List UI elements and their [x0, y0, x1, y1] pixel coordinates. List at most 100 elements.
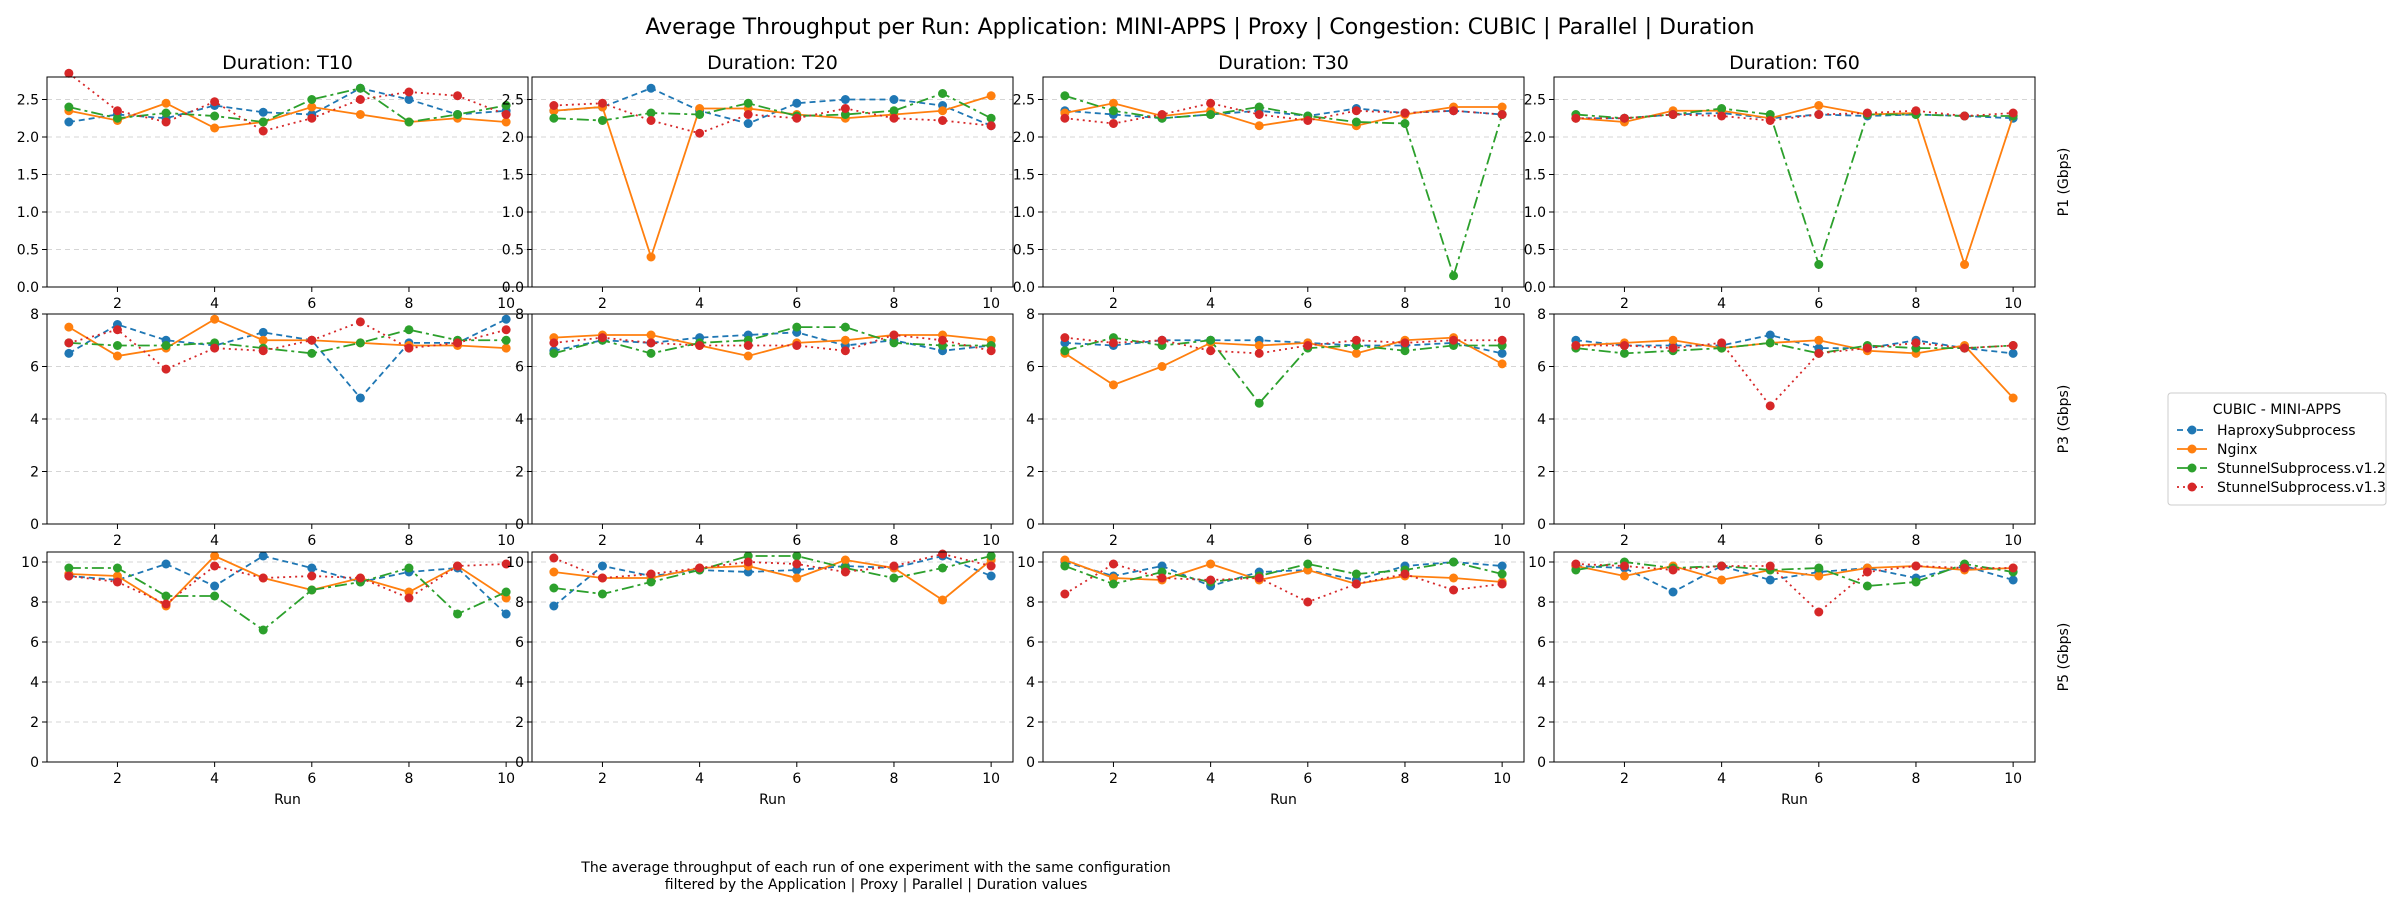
data-point: [1862, 343, 1872, 353]
x-tick-label: 2: [598, 771, 607, 787]
x-tick-label: 10: [982, 533, 1000, 549]
x-tick-label: 4: [1717, 771, 1726, 787]
data-point: [1765, 330, 1775, 340]
x-tick-label: 10: [2004, 296, 2022, 312]
panel-frame: [1553, 76, 2036, 288]
data-point: [1351, 117, 1361, 127]
data-point: [1717, 111, 1727, 121]
data-point: [64, 563, 74, 573]
x-tick-label: 6: [1814, 771, 1823, 787]
x-axis-label: Run: [274, 792, 301, 808]
y-tick-label: 10: [21, 555, 39, 571]
series-line: [1064, 336, 1503, 386]
panel-r0-c3: 0.0 0.5 1.0 1.5 2.0 2.5 2 4 6 8 10: [1524, 76, 2036, 312]
x-tick-label: 8: [890, 296, 899, 312]
data-point: [1060, 589, 1070, 599]
series-line: [1064, 102, 1503, 127]
data-point: [549, 583, 559, 593]
data-point: [355, 573, 365, 583]
x-tick-label: 10: [2004, 533, 2022, 549]
data-point: [258, 573, 268, 583]
y-tick-label: 6: [30, 635, 39, 651]
data-point: [549, 338, 559, 348]
data-point: [112, 113, 122, 123]
series-line: [1575, 334, 2014, 355]
data-point: [112, 351, 122, 361]
series-line: [1064, 559, 1503, 585]
data-point: [1619, 341, 1629, 350]
series-line: [1064, 336, 1503, 355]
data-point: [1717, 575, 1727, 585]
column-title-0: Duration: T10: [222, 52, 353, 74]
data-point: [1254, 348, 1264, 358]
data-point: [889, 113, 899, 123]
data-point: [889, 573, 899, 583]
x-tick-label: 8: [405, 771, 414, 787]
panel-frame: [1042, 76, 1525, 288]
legend-marker: [2187, 463, 2197, 473]
panel-frame: [531, 313, 1014, 525]
x-tick-label: 10: [1493, 296, 1511, 312]
x-tick-label: 8: [1401, 533, 1410, 549]
series-line: [68, 555, 507, 615]
data-point: [161, 364, 171, 374]
data-point: [1400, 569, 1410, 579]
x-tick-label: 8: [1912, 296, 1921, 312]
data-point: [1351, 579, 1361, 589]
data-point: [549, 601, 559, 611]
y-tick-label: 2: [1537, 465, 1546, 481]
data-point: [1108, 559, 1118, 569]
data-point: [210, 591, 220, 601]
data-point: [1497, 569, 1507, 579]
series-line: [553, 334, 992, 352]
y-tick-label: 2: [515, 715, 524, 731]
data-point: [549, 567, 559, 577]
y-tick-label: 4: [1537, 412, 1546, 428]
data-point: [1108, 338, 1118, 348]
y-tick-label: 0.5: [1013, 243, 1035, 259]
data-point: [501, 314, 511, 324]
y-tick-label: 0.5: [17, 243, 39, 259]
data-point: [986, 121, 996, 131]
data-point: [1497, 335, 1507, 345]
data-point: [1571, 559, 1581, 569]
data-point: [889, 106, 899, 116]
data-point: [1765, 575, 1775, 585]
series-line: [1575, 104, 2014, 268]
series-line: [1064, 561, 1503, 587]
x-tick-label: 6: [1814, 296, 1823, 312]
y-tick-label: 0: [515, 517, 524, 533]
row-label-2: P5 (Gbps): [2056, 623, 2072, 692]
y-tick-label: 2: [1026, 715, 1035, 731]
data-point: [1060, 113, 1070, 123]
data-point: [840, 346, 850, 356]
data-point: [501, 343, 511, 353]
data-point: [453, 609, 463, 619]
panel-r2-c3: 0 2 4 6 8 10 2 4 6 8 10 Run: [1528, 551, 2036, 808]
data-point: [1497, 579, 1507, 589]
panels-layer: Duration: T10 Duration: T20 Duration: T30 D…: [17, 52, 2072, 808]
panel-frame: [531, 76, 1014, 288]
series-line: [68, 72, 507, 132]
data-point: [792, 322, 802, 332]
y-tick-label: 6: [1026, 635, 1035, 651]
legend-title: CUBIC - MINI-APPS: [2213, 402, 2341, 418]
data-point: [1668, 110, 1678, 119]
data-point: [404, 95, 414, 104]
data-point: [64, 338, 74, 348]
data-point: [112, 106, 122, 116]
x-tick-label: 10: [1493, 771, 1511, 787]
x-tick-label: 8: [1912, 533, 1921, 549]
data-point: [1157, 573, 1167, 583]
y-tick-label: 4: [1537, 675, 1546, 691]
data-point: [1497, 359, 1507, 369]
data-point: [2008, 341, 2018, 350]
series-line: [68, 318, 507, 357]
data-point: [501, 101, 511, 110]
data-point: [549, 348, 559, 358]
data-point: [1619, 571, 1629, 581]
legend-marker: [2187, 425, 2197, 435]
data-point: [938, 335, 948, 345]
row-label-1: P3 (Gbps): [2056, 385, 2072, 454]
panel-r2-c0: 0 2 4 6 8 10 2 4 6 8 10 Run: [21, 551, 529, 808]
